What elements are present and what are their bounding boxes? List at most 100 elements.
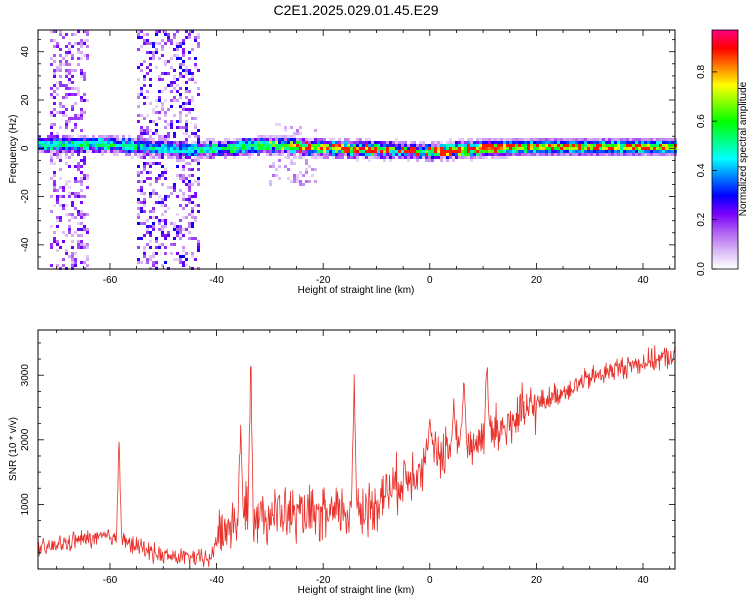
heatmap-cell	[83, 216, 86, 219]
heatmap-cell	[326, 144, 329, 147]
heatmap-cell	[200, 150, 203, 153]
heatmap-cell	[194, 81, 197, 84]
heatmap-cell	[578, 153, 581, 156]
heatmap-cell	[65, 60, 68, 63]
heatmap-cell	[41, 138, 44, 141]
heatmap-cell	[209, 144, 212, 147]
heatmap-cell	[632, 147, 635, 150]
heatmap-cell	[194, 132, 197, 135]
heatmap-cell	[371, 144, 374, 147]
heatmap-cell	[383, 156, 386, 159]
heatmap-cell	[377, 156, 380, 159]
heatmap-cell	[71, 192, 74, 195]
heatmap-cell	[50, 162, 53, 165]
heatmap-cell	[143, 117, 146, 120]
heatmap-cell	[41, 150, 44, 153]
heatmap-cell	[392, 156, 395, 159]
heatmap-cell	[296, 156, 299, 159]
heatmap-cell	[176, 252, 179, 255]
heatmap-cell	[137, 30, 140, 33]
heatmap-cell	[332, 144, 335, 147]
heatmap-cell	[500, 144, 503, 147]
heatmap-cell	[434, 141, 437, 144]
heatmap-cell	[551, 138, 554, 141]
heatmap-cell	[137, 144, 140, 147]
heatmap-cell	[224, 150, 227, 153]
heatmap-cell	[647, 141, 650, 144]
heatmap-cell	[134, 144, 137, 147]
heatmap-cell	[155, 162, 158, 165]
heatmap-cell	[80, 150, 83, 153]
heatmap-cell	[152, 54, 155, 57]
heatmap-cell	[440, 150, 443, 153]
heatmap-cell	[473, 150, 476, 153]
heatmap-cell	[74, 33, 77, 36]
heatmap-cell	[146, 33, 149, 36]
heatmap-cell	[530, 138, 533, 141]
heatmap-cell	[389, 144, 392, 147]
heatmap-cell	[191, 99, 194, 102]
heatmap-cell	[191, 72, 194, 75]
heatmap-cell	[614, 153, 617, 156]
heatmap-cell	[149, 258, 152, 261]
heatmap-cell	[83, 39, 86, 42]
heatmap-cell	[158, 162, 161, 165]
heatmap-cell	[563, 150, 566, 153]
heatmap-cell	[194, 126, 197, 129]
heatmap-cell	[251, 150, 254, 153]
heatmap-cell	[266, 144, 269, 147]
heatmap-cell	[71, 141, 74, 144]
heatmap-cell	[209, 156, 212, 159]
heatmap-cell	[410, 147, 413, 150]
heatmap-cell	[173, 33, 176, 36]
heatmap-cell	[599, 144, 602, 147]
heatmap-cell	[593, 144, 596, 147]
heatmap-cell	[56, 243, 59, 246]
heatmap-cell	[320, 153, 323, 156]
heatmap-cell	[62, 186, 65, 189]
heatmap-cell	[284, 144, 287, 147]
heatmap-cell	[179, 150, 182, 153]
heatmap-cell	[164, 135, 167, 138]
heatmap-cell	[83, 261, 86, 264]
heatmap-cell	[62, 240, 65, 243]
heatmap-cell	[572, 153, 575, 156]
heatmap-cell	[500, 150, 503, 153]
heatmap-cell	[488, 147, 491, 150]
heatmap-cell	[269, 138, 272, 141]
heatmap-cell	[368, 153, 371, 156]
heatmap-cell	[548, 141, 551, 144]
heatmap-cell	[599, 147, 602, 150]
heatmap-cell	[326, 150, 329, 153]
heatmap-cell	[224, 156, 227, 159]
heatmap-cell	[395, 141, 398, 144]
heatmap-cell	[623, 141, 626, 144]
heatmap-cell	[266, 138, 269, 141]
heatmap-cell	[86, 147, 89, 150]
heatmap-cell	[65, 150, 68, 153]
heatmap-cell	[170, 105, 173, 108]
heatmap-cell	[152, 252, 155, 255]
heatmap-cell	[407, 144, 410, 147]
heatmap-cell	[197, 180, 200, 183]
heatmap-cell	[578, 150, 581, 153]
heatmap-cell	[143, 234, 146, 237]
heatmap-cell	[173, 81, 176, 84]
heatmap-cell	[176, 195, 179, 198]
heatmap-cell	[377, 150, 380, 153]
heatmap-cell	[53, 204, 56, 207]
heatmap-cell	[92, 141, 95, 144]
heatmap-cell	[362, 141, 365, 144]
heatmap-cell	[236, 147, 239, 150]
heatmap-cell	[185, 102, 188, 105]
heatmap-cell	[293, 180, 296, 183]
heatmap-cell	[317, 138, 320, 141]
heatmap-cell	[419, 156, 422, 159]
heatmap-cell	[488, 141, 491, 144]
heatmap-cell	[164, 219, 167, 222]
heatmap-cell	[53, 39, 56, 42]
heatmap-cell	[194, 147, 197, 150]
heatmap-cell	[638, 147, 641, 150]
heatmap-cell	[68, 225, 71, 228]
heatmap-cell	[359, 147, 362, 150]
